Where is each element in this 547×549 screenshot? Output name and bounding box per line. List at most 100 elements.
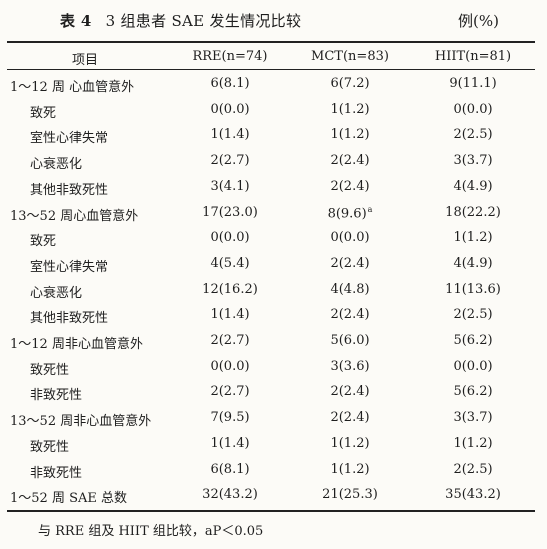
cell-hiit: 4(4.9) xyxy=(453,178,493,194)
table-caption: 表 4 3 组患者 SAE 发生情况比较 例(%) xyxy=(0,8,547,34)
cell-mct: 2(2.4) xyxy=(300,153,400,168)
table-number: 表 4 xyxy=(60,12,92,30)
table-row: 致死 0(0.0) 0(0.0) 1(1.2) xyxy=(0,226,547,252)
table-row: 其他非致死性 3(4.1) 2(2.4) 4(4.9) xyxy=(0,175,547,201)
table-row: 致死性 1(1.4) 1(1.2) 1(1.2) xyxy=(0,432,547,458)
cell-hiit: 2(2.5) xyxy=(453,127,493,143)
cell-hiit: 2(2.5) xyxy=(453,307,493,323)
cell-rre: 4(5.4) xyxy=(210,255,250,271)
table-row: 致死性 0(0.0) 3(3.6) 0(0.0) xyxy=(0,355,547,381)
cell-mct-value: 1(1.2) xyxy=(330,127,370,143)
cell-hiit: 11(13.6) xyxy=(445,281,501,297)
row-item-label: 非致死性 xyxy=(30,388,83,404)
cell-rre: 6(8.1) xyxy=(210,76,250,91)
table-row: 室性心律失常 4(5.4) 2(2.4) 4(4.9) xyxy=(0,252,547,278)
table-row: 心衰恶化 2(2.7) 2(2.4) 3(3.7) xyxy=(0,149,547,175)
cell-mct-value: 1(1.2) xyxy=(330,435,370,451)
cell-mct-value: 21(25.3) xyxy=(322,487,378,503)
cell-hiit: 4(4.9) xyxy=(453,255,493,271)
cell-rre: 1(1.4) xyxy=(210,435,250,451)
unit-label: 例(%) xyxy=(458,12,499,30)
cell-rre: 1(1.4) xyxy=(210,307,250,323)
row-item-label: 非致死性 xyxy=(30,465,83,481)
cell-hiit: 3(3.7) xyxy=(453,153,493,169)
cell-rre: 32(43.2) xyxy=(202,487,258,503)
significance-marker: a xyxy=(367,204,373,214)
top-rule xyxy=(7,41,535,43)
cell-mct: 5(6.0) xyxy=(300,333,400,348)
cell-mct: 3(3.6) xyxy=(300,359,400,374)
cell-rre: 2(2.7) xyxy=(210,384,250,400)
cell-hiit: 0(0.0) xyxy=(453,358,493,374)
cell-hiit: 2(2.5) xyxy=(453,461,493,477)
header-rre: RRE(n=74) xyxy=(192,49,268,64)
cell-mct: 2(2.4) xyxy=(300,307,400,322)
row-item-label: 13～52 周非心血管意外 xyxy=(10,414,152,430)
cell-rre: 6(8.1) xyxy=(210,461,250,477)
cell-mct-value: 1(1.2) xyxy=(330,461,370,477)
cell-mct: 2(2.4) xyxy=(300,179,400,194)
cell-hiit: 0(0.0) xyxy=(453,101,493,117)
table-row: 1～12 周 心血管意外 6(8.1) 6(7.2) 9(11.1) xyxy=(0,72,547,98)
cell-hiit: 5(6.2) xyxy=(453,384,493,400)
cell-mct: 8(9.6)a xyxy=(300,205,400,221)
cell-rre: 3(4.1) xyxy=(210,178,250,194)
row-item-label: 致死性 xyxy=(30,362,70,378)
header-hiit: HIIT(n=81) xyxy=(434,49,512,64)
cell-mct: 4(4.8) xyxy=(300,282,400,297)
cell-mct-value: 2(2.4) xyxy=(330,384,370,400)
cell-rre: 0(0.0) xyxy=(210,358,250,374)
cell-mct: 2(2.4) xyxy=(300,256,400,271)
header-mct: MCT(n=83) xyxy=(311,49,389,64)
table-header: 项目 RRE(n=74) MCT(n=83) HIIT(n=81) xyxy=(0,45,547,68)
cell-mct-value: 2(2.4) xyxy=(330,410,370,426)
row-item-label: 1～52 周 SAE 总数 xyxy=(10,491,127,507)
cell-rre: 17(23.0) xyxy=(202,204,258,220)
header-item: 项目 xyxy=(72,53,99,68)
row-item-label: 致死 xyxy=(30,234,57,250)
cell-mct-value: 5(6.0) xyxy=(330,333,370,348)
cell-mct-value: 2(2.4) xyxy=(330,307,370,323)
table-row: 非致死性 2(2.7) 2(2.4) 5(6.2) xyxy=(0,380,547,406)
cell-mct-value: 0(0.0) xyxy=(330,230,370,246)
cell-mct: 2(2.4) xyxy=(300,410,400,425)
cell-rre: 1(1.4) xyxy=(210,127,250,143)
cell-hiit: 3(3.7) xyxy=(453,410,493,426)
cell-mct: 1(1.2) xyxy=(300,462,400,477)
cell-mct-value: 2(2.4) xyxy=(330,153,370,169)
cell-mct: 1(1.2) xyxy=(300,436,400,451)
row-item-label: 心衰恶化 xyxy=(30,157,83,173)
cell-rre: 2(2.7) xyxy=(210,153,250,169)
cell-rre: 0(0.0) xyxy=(210,101,250,117)
row-item-label: 1～12 周 心血管意外 xyxy=(10,80,135,95)
cell-mct: 6(7.2) xyxy=(300,76,400,91)
cell-mct-value: 4(4.8) xyxy=(330,281,370,297)
table-row: 1～52 周 SAE 总数 32(43.2) 21(25.3) 35(43.2) xyxy=(0,483,547,509)
table-row: 其他非致死性 1(1.4) 2(2.4) 2(2.5) xyxy=(0,303,547,329)
cell-mct-value: 8(9.6) xyxy=(327,205,367,221)
table-title: 表 4 3 组患者 SAE 发生情况比较 xyxy=(60,10,301,31)
row-item-label: 13～52 周心血管意外 xyxy=(10,208,139,224)
cell-mct: 0(0.0) xyxy=(300,230,400,245)
cell-rre: 7(9.5) xyxy=(210,410,250,426)
cell-mct-value: 1(1.2) xyxy=(330,101,370,117)
row-item-label: 致死性 xyxy=(30,439,70,455)
table-row: 室性心律失常 1(1.4) 1(1.2) 2(2.5) xyxy=(0,123,547,149)
row-item-label: 1～12 周非心血管意外 xyxy=(10,337,143,352)
cell-mct: 21(25.3) xyxy=(300,487,400,502)
cell-mct-value: 2(2.4) xyxy=(330,178,370,194)
bottom-rule xyxy=(7,510,535,512)
cell-hiit: 5(6.2) xyxy=(453,333,493,348)
table-row: 1～12 周非心血管意外 2(2.7) 5(6.0) 5(6.2) xyxy=(0,329,547,355)
cell-hiit: 1(1.2) xyxy=(453,435,493,451)
cell-hiit: 1(1.2) xyxy=(453,230,493,246)
table-row: 13～52 周非心血管意外 7(9.5) 2(2.4) 3(3.7) xyxy=(0,406,547,432)
table-title-text: 3 组患者 SAE 发生情况比较 xyxy=(105,12,302,30)
cell-rre: 12(16.2) xyxy=(202,281,258,297)
table-footnote: 与 RRE 组及 HIIT 组比较，aP＜0.05 xyxy=(38,524,264,539)
header-rule xyxy=(7,69,535,70)
cell-mct-value: 6(7.2) xyxy=(330,76,370,91)
cell-mct-value: 2(2.4) xyxy=(330,255,370,271)
row-item-label: 室性心律失常 xyxy=(30,259,109,275)
cell-mct: 1(1.2) xyxy=(300,127,400,142)
